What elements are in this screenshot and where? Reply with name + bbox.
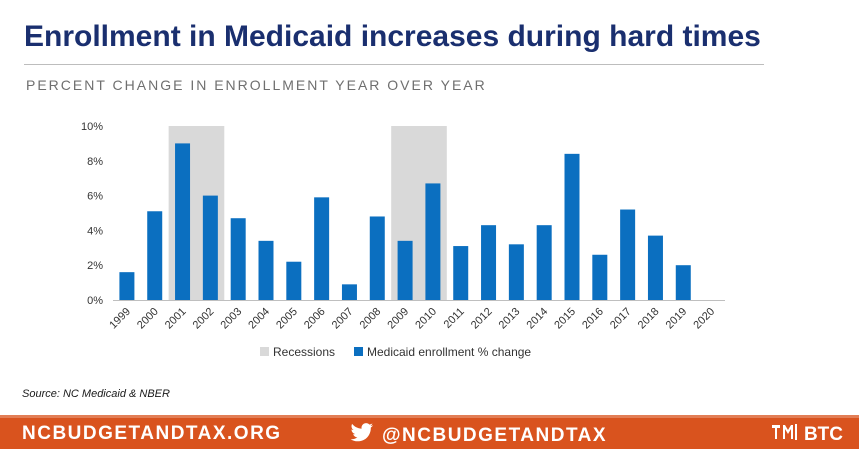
bar xyxy=(230,218,246,300)
bar xyxy=(397,240,413,300)
legend-label-recessions: Recessions xyxy=(273,345,335,359)
bar xyxy=(508,244,524,300)
bar xyxy=(536,225,552,300)
x-tick-label: 2020 xyxy=(691,306,717,332)
x-tick-label: 2009 xyxy=(385,306,411,332)
y-axis-ticks: 0% 2% 4% 6% 8% 10% xyxy=(81,121,103,307)
x-tick-label: 2001 xyxy=(163,306,189,332)
bar xyxy=(119,272,135,300)
x-axis-ticks: 1999 2000 2001 2002 2003 2004 2005 2006 2007 2008… xyxy=(107,306,717,332)
chart-legend: Recessions Medicaid enrollment % change xyxy=(260,345,531,359)
bar xyxy=(369,216,385,300)
y-tick-label: 6% xyxy=(87,191,103,203)
x-tick-label: 2016 xyxy=(580,306,606,332)
twitter-handle-text: @NCBUDGETANDTAX xyxy=(382,425,608,446)
bar xyxy=(592,254,608,300)
bar xyxy=(425,183,441,300)
y-tick-label: 4% xyxy=(87,225,103,237)
bar xyxy=(147,211,163,300)
footer-bar: NCBUDGETANDTAX.ORG @NCBUDGETANDTAX BTC xyxy=(0,415,859,449)
y-tick-label: 2% xyxy=(87,260,103,272)
x-tick-label: 2011 xyxy=(442,306,467,331)
x-tick-label: 2003 xyxy=(219,306,245,332)
website-link[interactable]: NCBUDGETANDTAX.ORG xyxy=(22,423,282,444)
x-tick-label: 2015 xyxy=(552,306,578,332)
x-tick-label: 2017 xyxy=(608,306,634,332)
bar-series xyxy=(119,143,691,300)
bar xyxy=(564,153,580,300)
bar xyxy=(258,240,274,300)
footer-divider xyxy=(0,415,859,418)
legend-swatch-medicaid xyxy=(354,347,363,356)
bar xyxy=(675,265,691,300)
x-tick-label: 2004 xyxy=(246,306,272,332)
chart-title: Enrollment in Medicaid increases during … xyxy=(24,20,761,53)
x-tick-label: 2006 xyxy=(302,306,328,332)
x-tick-label: 2018 xyxy=(636,306,662,332)
bar xyxy=(341,284,357,300)
y-tick-label: 0% xyxy=(87,295,103,307)
btc-logo: BTC xyxy=(770,422,843,448)
bar xyxy=(620,209,636,300)
bar xyxy=(286,261,302,300)
title-divider xyxy=(24,64,764,65)
legend-label-medicaid: Medicaid enrollment % change xyxy=(367,345,531,359)
x-tick-label: 2012 xyxy=(469,306,495,332)
legend-swatch-recessions xyxy=(260,347,269,356)
bar xyxy=(202,195,218,300)
btc-logo-text: BTC xyxy=(803,424,843,445)
x-tick-label: 1999 xyxy=(107,306,133,332)
bar xyxy=(647,235,663,300)
bar-chart: 0%2%4%6%8%10% 1999 2000 2001 2002 2003 2004 20… xyxy=(81,121,725,359)
y-tick-label: 8% xyxy=(87,156,103,168)
twitter-handle[interactable]: @NCBUDGETANDTAX xyxy=(350,423,607,449)
x-tick-label: 2019 xyxy=(664,306,690,332)
x-tick-label: 2000 xyxy=(135,306,161,332)
chart-subtitle: PERCENT CHANGE IN ENROLLMENT YEAR OVER Y… xyxy=(26,77,487,93)
btc-logo-icon xyxy=(770,422,798,448)
x-tick-label: 2005 xyxy=(274,306,300,332)
x-tick-label: 2002 xyxy=(191,306,217,332)
source-note: Source: NC Medicaid & NBER xyxy=(22,388,170,400)
x-tick-label: 2013 xyxy=(497,306,523,332)
x-tick-label: 2007 xyxy=(330,306,356,332)
bar xyxy=(481,225,497,300)
bar xyxy=(175,143,191,300)
bar xyxy=(453,246,469,300)
bar xyxy=(314,197,330,300)
y-tick-label: 10% xyxy=(81,121,103,133)
x-tick-label: 2008 xyxy=(358,306,384,332)
twitter-bird-icon xyxy=(350,423,374,449)
x-tick-label: 2010 xyxy=(413,306,439,332)
x-tick-label: 2014 xyxy=(525,306,551,332)
